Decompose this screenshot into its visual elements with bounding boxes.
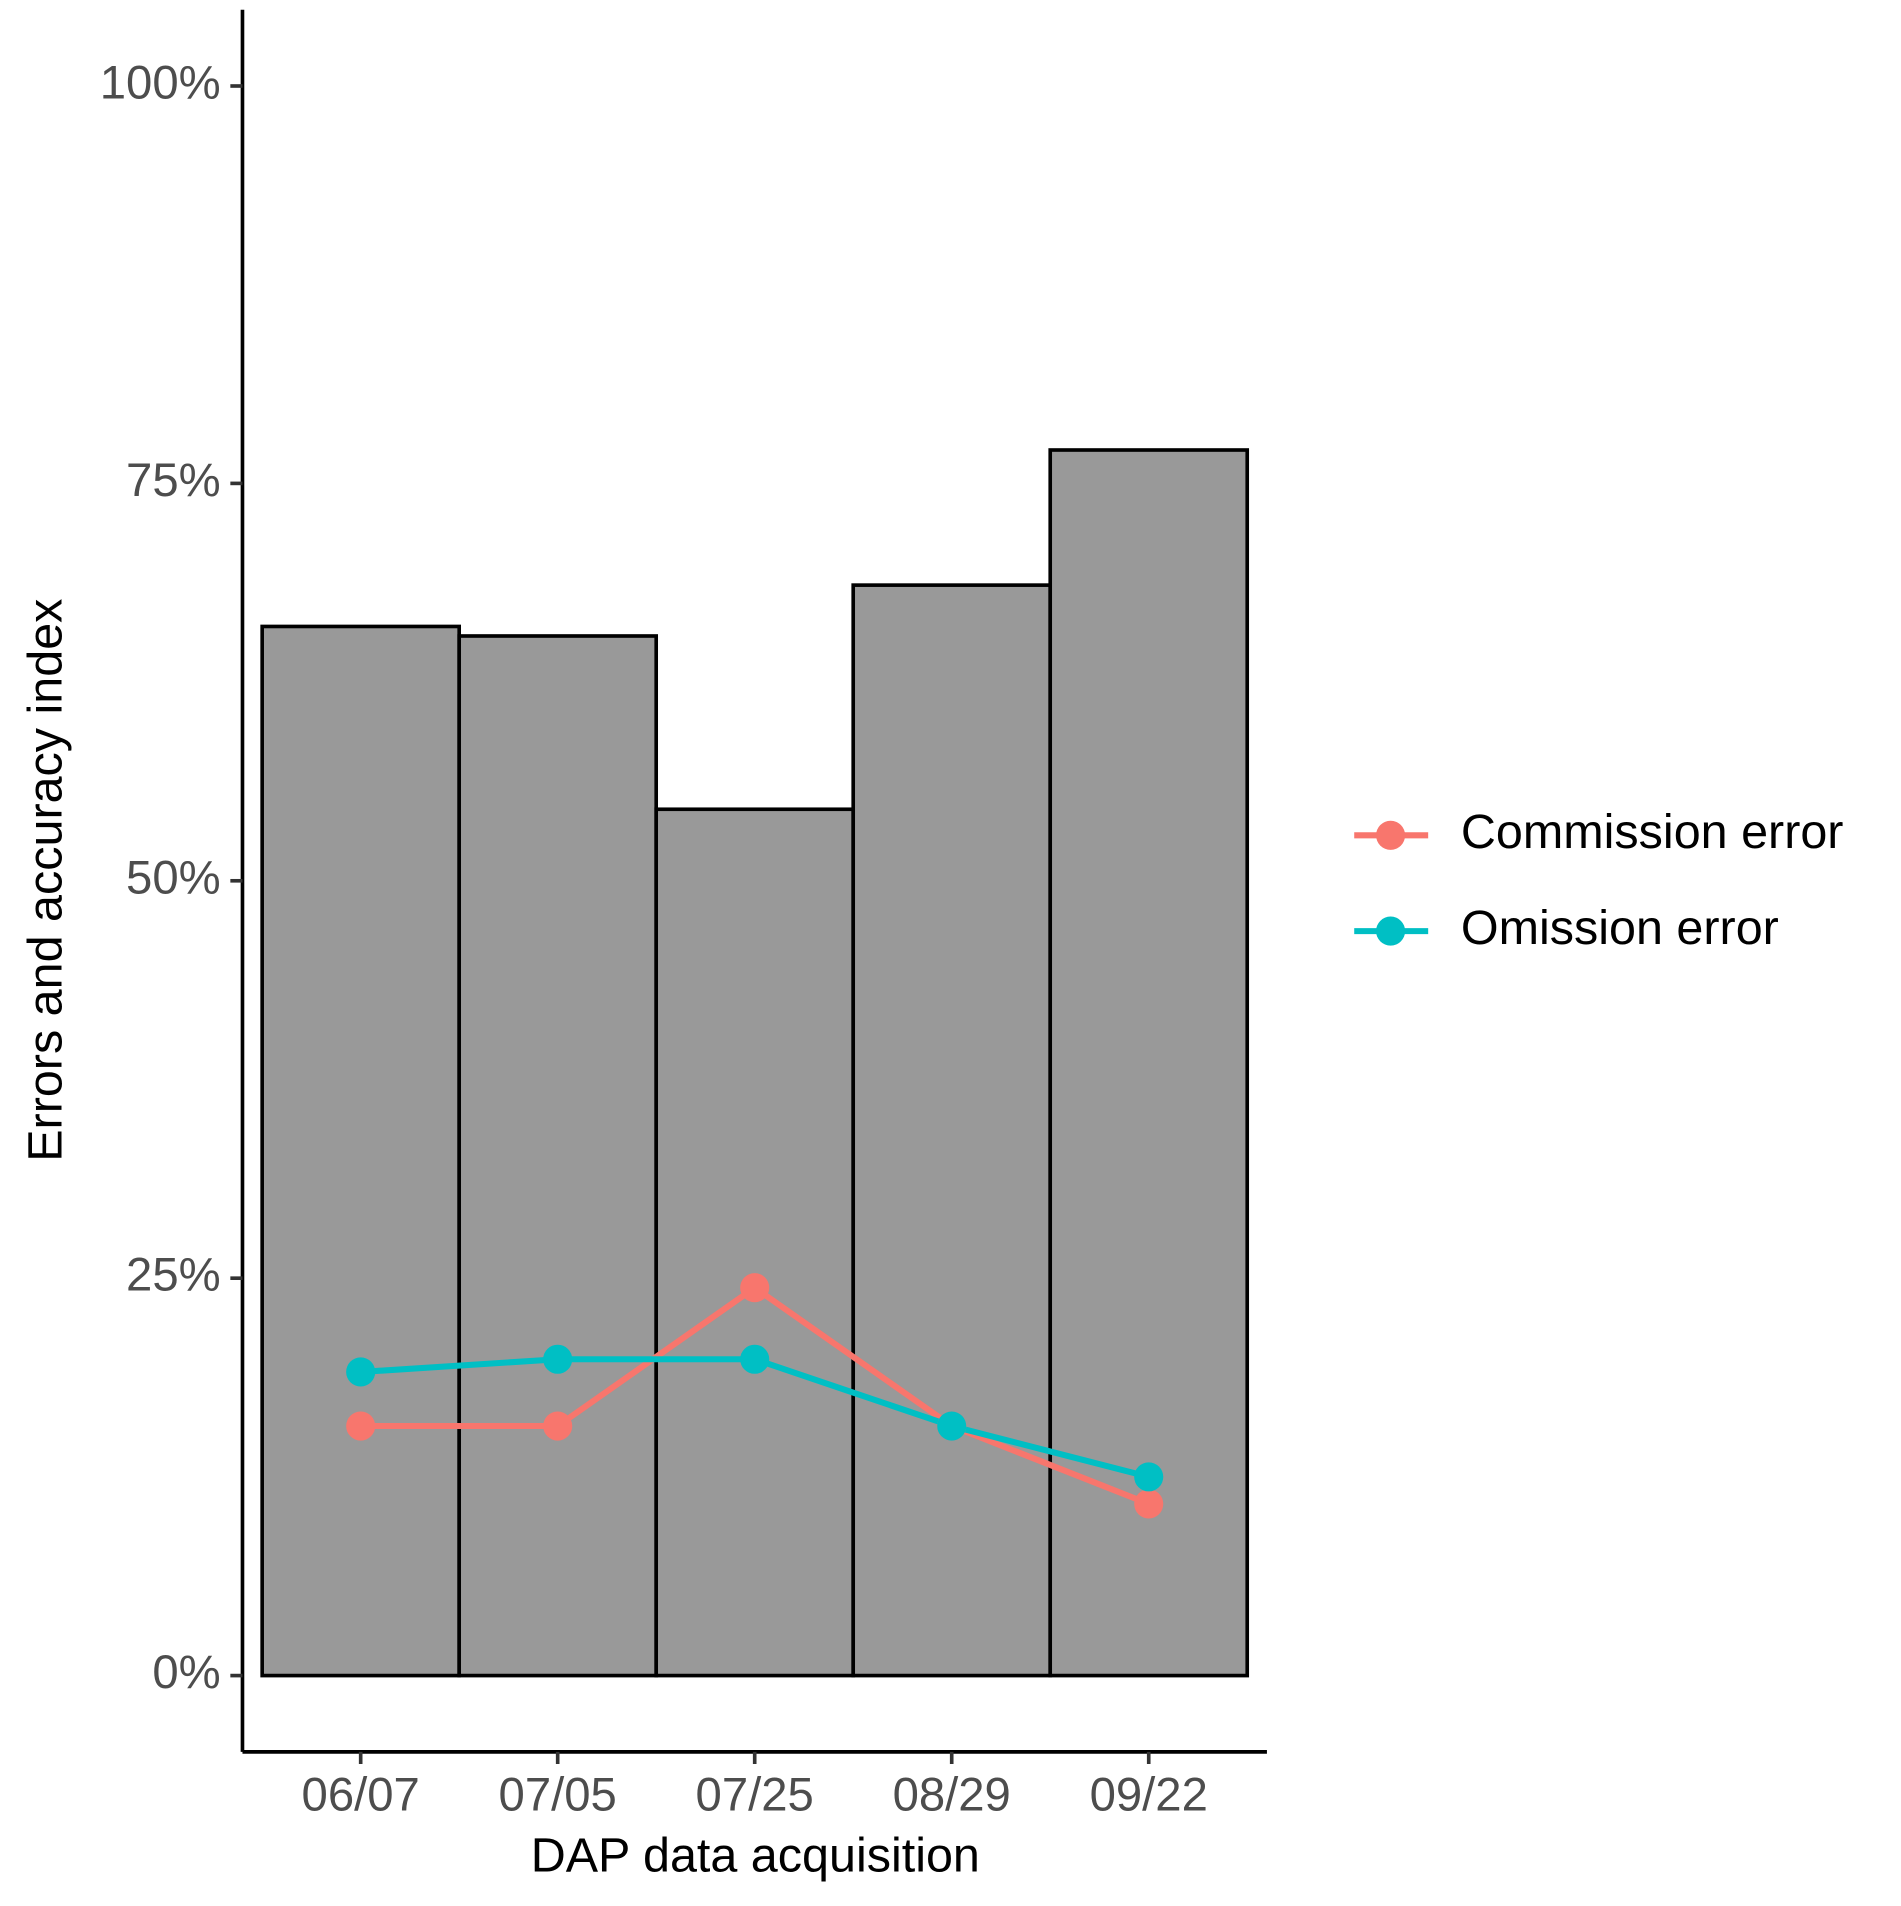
- legend-point: [1376, 820, 1406, 850]
- series-point: [1134, 1462, 1164, 1492]
- y-tick-label: 100%: [100, 56, 221, 109]
- bar: [457, 634, 659, 1678]
- bar: [654, 807, 856, 1678]
- bar: [851, 583, 1053, 1678]
- x-axis-title: DAP data acquisition: [531, 1828, 980, 1882]
- series-point: [543, 1344, 573, 1374]
- x-tick-label: 06/07: [302, 1768, 420, 1821]
- legend-label: Commission error: [1461, 805, 1844, 859]
- series-point: [1134, 1489, 1164, 1519]
- series-point: [740, 1273, 770, 1303]
- y-tick-label: 50%: [126, 851, 221, 904]
- y-tick-label: 0%: [152, 1646, 220, 1699]
- series-point: [937, 1411, 967, 1441]
- x-tick-label: 09/22: [1090, 1768, 1208, 1821]
- legend-point: [1376, 916, 1406, 946]
- series-point: [346, 1357, 376, 1387]
- legend-label: Omission error: [1461, 901, 1779, 955]
- x-tick-label: 07/25: [696, 1768, 814, 1821]
- series-point: [740, 1344, 770, 1374]
- y-tick-label: 75%: [126, 454, 221, 507]
- x-tick-label: 07/05: [499, 1768, 617, 1821]
- series-point: [346, 1411, 376, 1441]
- y-tick-label: 25%: [126, 1249, 221, 1302]
- series-point: [543, 1411, 573, 1441]
- bar: [260, 624, 462, 1678]
- y-axis-title: Errors and accuracy index: [18, 599, 72, 1162]
- x-tick-label: 08/29: [893, 1768, 1011, 1821]
